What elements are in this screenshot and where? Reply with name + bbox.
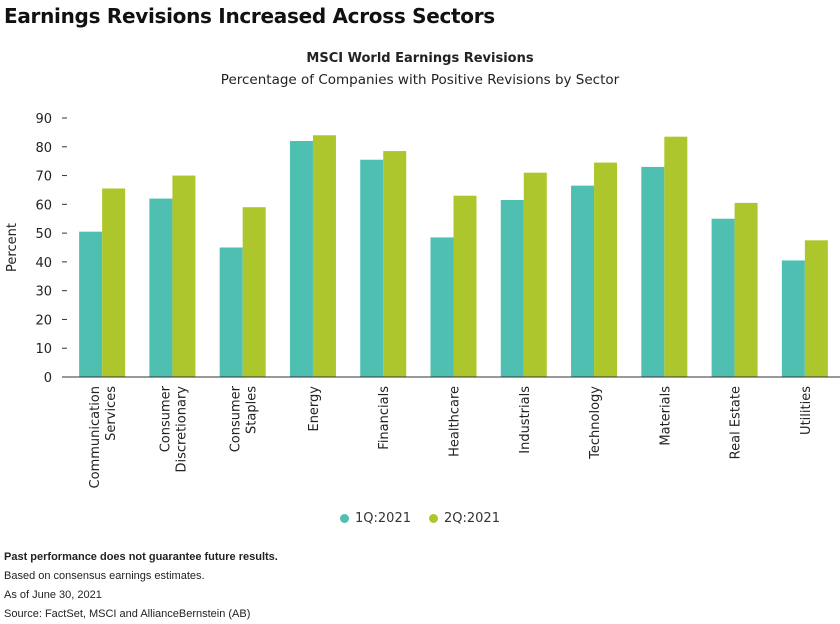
y-tick-label: 90	[35, 112, 52, 127]
x-tick-label: Utilities	[799, 386, 814, 435]
bar-series2	[312, 135, 336, 377]
estimate-note: Based on consensus earnings estimates.	[4, 570, 205, 582]
x-axis-labels: Communication Services Consumer Discretiona…	[88, 385, 814, 488]
bar-chart: 0 10 20 30 40 50 60 70 80 90 Communication Service…	[5, 112, 840, 488]
legend-swatch-series2	[429, 514, 438, 523]
y-tick-label: 10	[35, 342, 52, 357]
legend-label-series1: 1Q:2021	[355, 511, 411, 526]
y-tick-label: 60	[35, 198, 52, 213]
x-tick-label: Materials	[658, 386, 673, 446]
y-tick-label: 20	[35, 313, 52, 328]
x-tick-label: Consumer	[229, 385, 244, 452]
y-axis-label: Percent	[5, 223, 20, 272]
bar-series2	[172, 175, 196, 377]
bar-series1	[219, 247, 243, 377]
bar-series2	[102, 188, 126, 377]
x-tick-label: Real Estate	[729, 386, 744, 459]
page-headline: Earnings Revisions Increased Across Sect…	[4, 4, 495, 28]
x-tick-label: Services	[104, 386, 119, 441]
x-tick-label: Energy	[307, 386, 322, 432]
y-tick-label: 30	[35, 285, 52, 300]
bar-series2	[242, 207, 266, 377]
chart-title: MSCI World Earnings Revisions	[306, 51, 534, 66]
legend-item-series1: 1Q:2021	[340, 511, 411, 526]
date-note: As of June 30, 2021	[4, 589, 102, 601]
legend-swatch-series1	[340, 514, 350, 523]
x-tick-label: Technology	[588, 386, 603, 460]
source-note: Source: FactSet, MSCI and AllianceBernst…	[4, 608, 251, 620]
bar-series1	[571, 185, 595, 377]
chart-subtitle: Percentage of Companies with Positive Re…	[220, 72, 620, 88]
legend-label-series2: 2Q:2021	[444, 511, 500, 526]
bar-series1	[711, 218, 735, 377]
bar-series2	[594, 162, 618, 377]
x-tick-label: Financials	[377, 386, 392, 450]
bar-series1	[500, 200, 524, 377]
footnotes: Past performance does not guarantee futu…	[4, 548, 278, 624]
bar-series2	[383, 151, 407, 377]
bar-series1	[79, 231, 103, 377]
x-tick-label: Staples	[245, 386, 260, 434]
bar-series2	[523, 172, 547, 377]
y-tick-label: 40	[35, 256, 52, 271]
x-tick-label: Healthcare	[448, 386, 463, 457]
bar-series2	[664, 136, 688, 377]
y-tick-label: 0	[44, 371, 52, 386]
y-axis-ticks: 0 10 20 30 40 50 60 70 80 90	[35, 112, 67, 386]
y-tick-label: 50	[35, 227, 52, 242]
y-tick-label: 80	[35, 141, 52, 156]
bar-series1	[430, 237, 454, 377]
chart-legend: 1Q:2021 2Q:2021	[0, 511, 840, 526]
bar-series2	[804, 240, 828, 377]
legend-item-series2: 2Q:2021	[429, 511, 500, 526]
disclaimer-note: Past performance does not guarantee futu…	[4, 551, 278, 563]
x-tick-label: Consumer	[158, 385, 173, 452]
bar-series1	[289, 141, 313, 377]
bar-series1	[641, 166, 665, 377]
x-tick-label: Communication	[88, 386, 103, 488]
y-tick-label: 70	[35, 170, 52, 185]
bar-series1	[360, 159, 384, 377]
bars-group	[79, 135, 828, 377]
bar-series1	[149, 198, 173, 377]
x-tick-label: Discretionary	[174, 386, 189, 473]
bar-series1	[781, 260, 805, 377]
x-tick-label: Industrials	[518, 386, 533, 454]
bar-series2	[453, 195, 477, 377]
bar-series2	[734, 202, 758, 377]
